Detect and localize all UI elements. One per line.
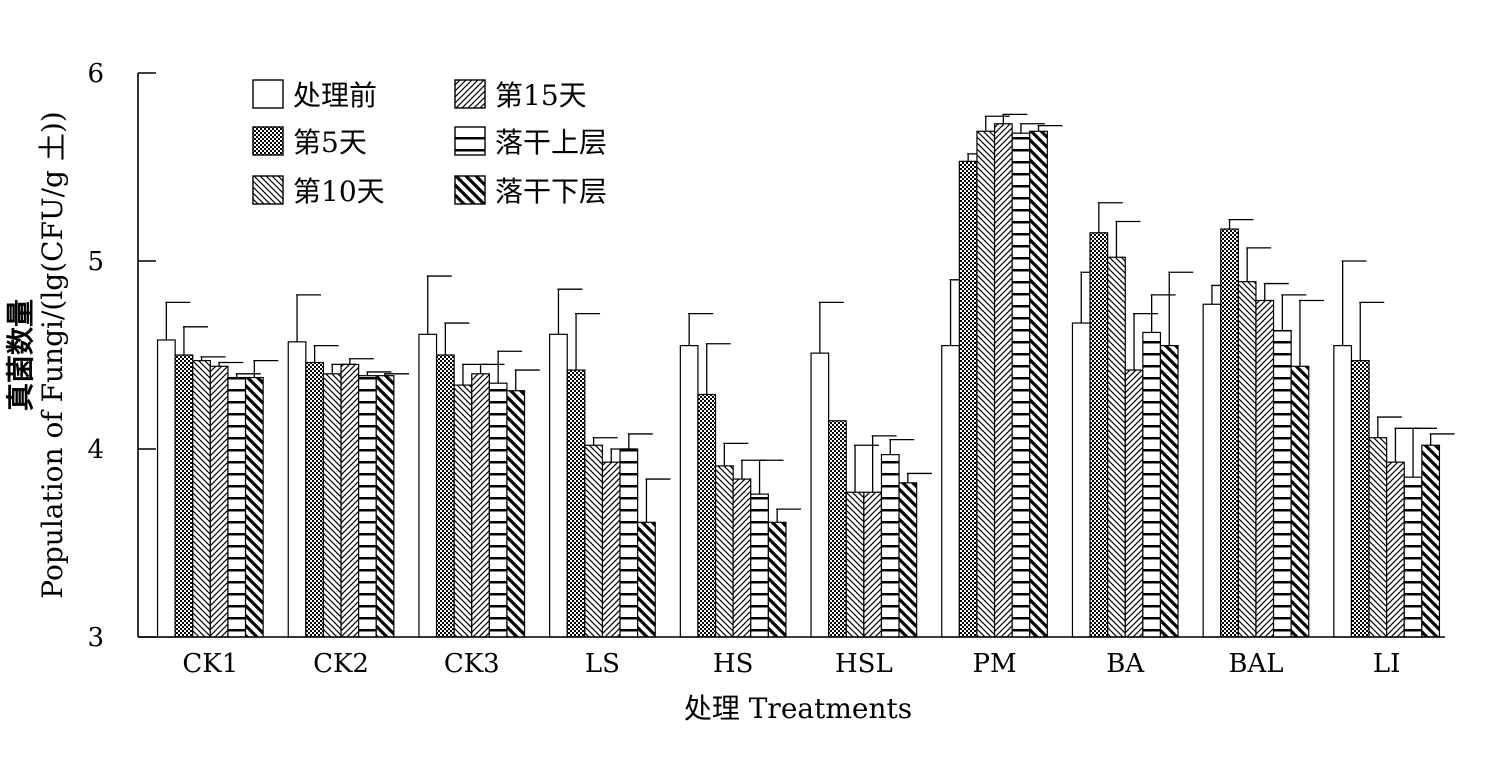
legend-swatch (252, 79, 284, 109)
category-label: PM (972, 649, 1016, 679)
bar (1237, 281, 1257, 638)
bar (156, 339, 176, 638)
bar (340, 363, 360, 638)
bar (1202, 303, 1222, 638)
bar (1071, 322, 1091, 638)
category-label: LS (585, 649, 620, 679)
bar (1403, 476, 1423, 638)
bar (1089, 232, 1109, 638)
y-axis-label-cn: 真菌数量 (4, 299, 37, 411)
bar (418, 333, 438, 638)
bar (488, 382, 508, 638)
bar (227, 376, 247, 638)
y-tick-label: 5 (87, 247, 104, 277)
bar (1255, 299, 1275, 638)
bar (1107, 256, 1126, 638)
bar (453, 384, 473, 638)
bar (549, 333, 568, 638)
y-axis-label-cn-group: 真菌数量 (4, 299, 37, 411)
y-tick-label: 6 (87, 59, 104, 89)
bar (1029, 130, 1048, 638)
y-ticks: 3 4 5 6 (87, 59, 156, 653)
x-axis-label: 处理 Treatments (684, 692, 912, 725)
bar (828, 420, 847, 638)
legend-swatch (454, 126, 486, 156)
bar (941, 345, 960, 638)
bar (209, 365, 229, 638)
bar (767, 521, 787, 638)
bar (697, 393, 717, 638)
legend-label: 落干下层 (495, 175, 607, 208)
category-label: CK3 (444, 649, 500, 679)
bar (1159, 345, 1179, 638)
axes (137, 73, 1445, 638)
bar (1220, 228, 1239, 638)
x-ticks: CK1 CK2 CK3 LS HS HSL PM BA BAL LI (182, 649, 1400, 679)
bar (1142, 331, 1162, 638)
bar (1272, 329, 1292, 638)
category-label: CK2 (313, 649, 369, 679)
legend-label: 第15天 (495, 79, 587, 112)
category-label: HSL (835, 649, 893, 679)
bar (174, 354, 194, 638)
bar (1124, 369, 1144, 638)
bar (880, 454, 900, 638)
bar (244, 376, 264, 638)
bar (305, 361, 325, 638)
category-label: LI (1373, 649, 1401, 679)
bar (506, 390, 526, 638)
bar (584, 444, 604, 638)
bar (192, 360, 211, 638)
bar (375, 375, 395, 638)
y-axis-label-en: Population of Fungi/(lg(CFU/g 土)) (36, 111, 69, 598)
bar (993, 123, 1013, 638)
legend-label: 落干上层 (495, 126, 607, 159)
bar (322, 373, 342, 638)
legend-swatch (454, 79, 486, 109)
legend-swatch (454, 175, 486, 205)
legend-label: 处理前 (293, 79, 377, 112)
bar (863, 491, 883, 638)
legend-swatch (252, 126, 284, 156)
bar (1333, 345, 1353, 638)
bar (732, 478, 752, 638)
bar (976, 130, 996, 638)
bar (619, 448, 639, 638)
bar (1421, 444, 1441, 638)
bar (566, 369, 586, 638)
bar (637, 521, 656, 638)
category-label: BAL (1228, 649, 1283, 679)
bar (845, 491, 865, 638)
bar (1350, 360, 1370, 638)
legend-label: 第5天 (293, 126, 367, 159)
y-axis-label-en-group: Population of Fungi/(lg(CFU/g 土)) (36, 111, 69, 598)
category-label: HS (713, 649, 754, 679)
legend-swatch (252, 175, 284, 205)
bar (810, 352, 830, 638)
y-tick-label: 4 (87, 435, 104, 465)
legend-label: 第10天 (293, 175, 385, 208)
bar (898, 482, 918, 638)
bar (1368, 437, 1388, 638)
bar (1386, 461, 1405, 638)
bar (958, 160, 978, 638)
bar (714, 465, 734, 638)
category-label: CK1 (182, 649, 238, 679)
bar (750, 493, 769, 638)
y-tick-label: 3 (87, 623, 104, 653)
category-label: BA (1106, 649, 1145, 679)
bar (1290, 365, 1310, 638)
bar (435, 354, 455, 638)
bar (1011, 132, 1031, 638)
bar (471, 373, 490, 638)
bar (679, 345, 699, 638)
bar (601, 461, 621, 638)
bar (358, 375, 377, 638)
bar (287, 341, 307, 638)
